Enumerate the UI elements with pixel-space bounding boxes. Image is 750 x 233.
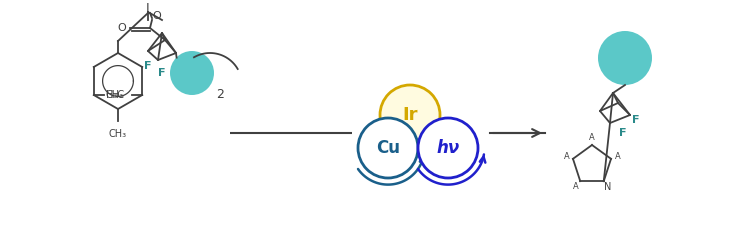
- Text: CH₃: CH₃: [106, 90, 124, 100]
- Circle shape: [418, 118, 478, 178]
- Text: 2: 2: [216, 89, 224, 102]
- Text: N: N: [604, 182, 611, 192]
- Text: I: I: [146, 3, 150, 16]
- Text: A: A: [590, 134, 595, 143]
- Circle shape: [380, 85, 440, 145]
- Circle shape: [358, 118, 418, 178]
- Text: CH₃: CH₃: [109, 129, 127, 139]
- Text: O: O: [153, 11, 161, 21]
- Text: Cu: Cu: [376, 139, 400, 157]
- Text: F: F: [158, 68, 166, 78]
- Text: hν: hν: [436, 139, 460, 157]
- Text: A: A: [563, 152, 569, 161]
- Circle shape: [170, 51, 214, 95]
- Text: F: F: [632, 115, 640, 125]
- Text: Ir: Ir: [402, 106, 418, 124]
- Circle shape: [598, 31, 652, 85]
- Text: A: A: [573, 182, 579, 191]
- Text: F: F: [620, 128, 627, 138]
- Text: O: O: [118, 23, 126, 33]
- Text: H₃C: H₃C: [106, 90, 124, 100]
- Text: A: A: [615, 152, 620, 161]
- Text: F: F: [144, 61, 152, 71]
